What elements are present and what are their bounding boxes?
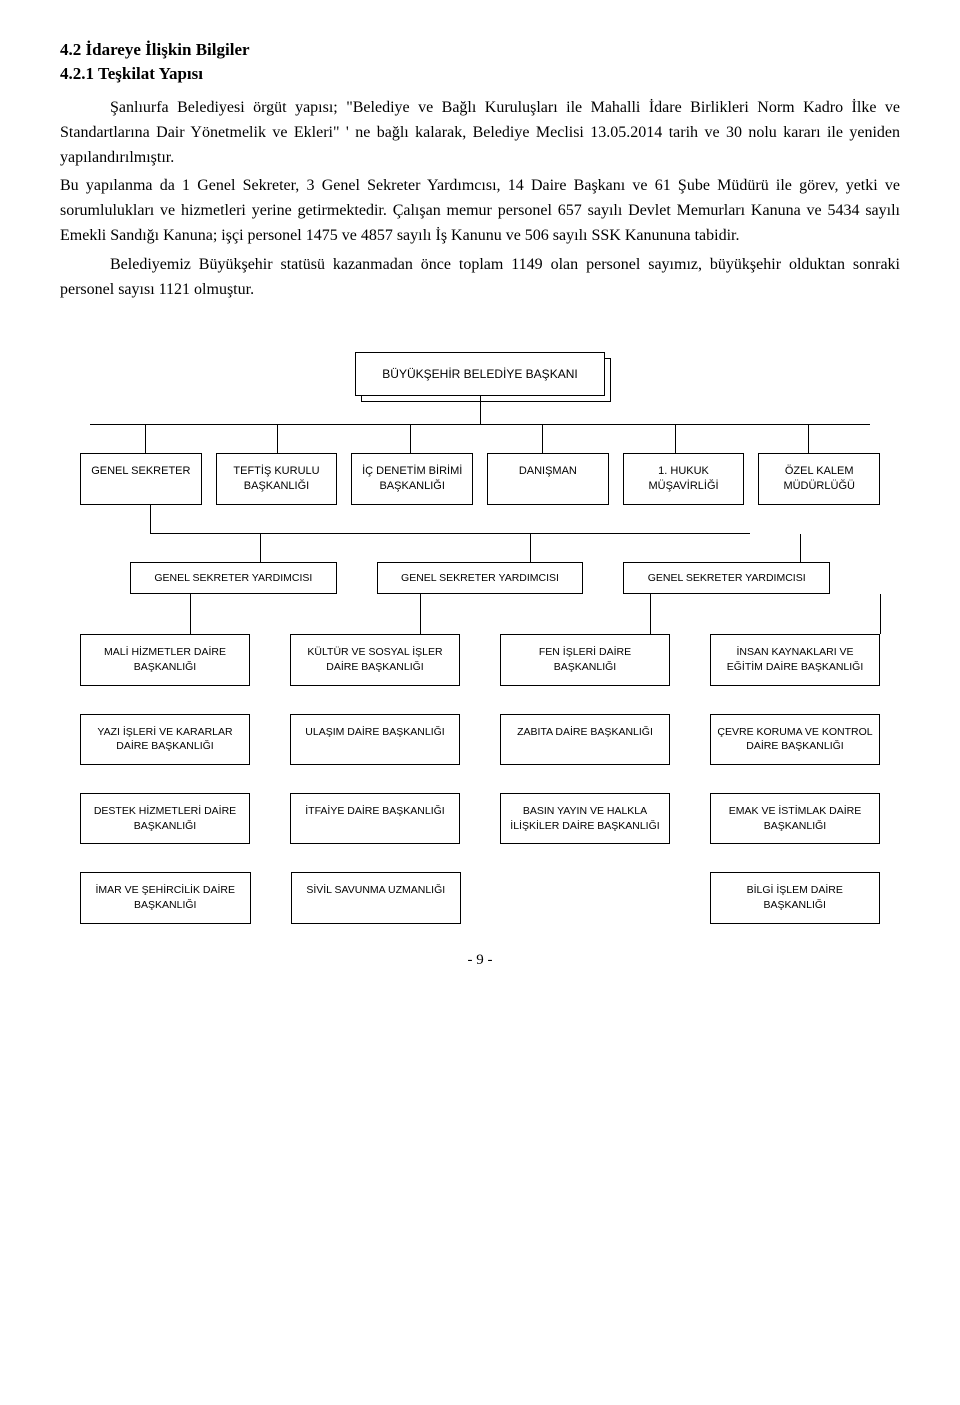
org-box: EMAK VE İSTİMLAK DAİREBAŞKANLIĞI bbox=[710, 793, 880, 844]
org-box: İNSAN KAYNAKLARI VEEĞİTİM DAİRE BAŞKANLI… bbox=[710, 634, 880, 685]
org-box: DANIŞMAN bbox=[487, 453, 609, 505]
org-chart-row-2: GENEL SEKRETER TEFTİŞ KURULUBAŞKANLIĞI İ… bbox=[80, 453, 880, 505]
body-paragraph: Bu yapılanma da 1 Genel Sekreter, 3 Gene… bbox=[60, 174, 900, 248]
org-box: TEFTİŞ KURULUBAŞKANLIĞI bbox=[216, 453, 338, 505]
section-heading: 4.2 İdareye İlişkin Bilgiler bbox=[60, 40, 900, 60]
org-box: İTFAİYE DAİRE BAŞKANLIĞI bbox=[290, 793, 460, 844]
org-box: DESTEK HİZMETLERİ DAİREBAŞKANLIĞI bbox=[80, 793, 250, 844]
org-box: ÖZEL KALEMMÜDÜRLÜĞÜ bbox=[758, 453, 880, 505]
org-box: 1. HUKUKMÜŞAVİRLİĞİ bbox=[623, 453, 745, 505]
org-box: İMAR VE ŞEHİRCİLİK DAİREBAŞKANLIĞI bbox=[80, 872, 251, 923]
org-box: MALİ HİZMETLER DAİREBAŞKANLIĞI bbox=[80, 634, 250, 685]
org-box: ÇEVRE KORUMA VE KONTROLDAİRE BAŞKANLIĞI bbox=[710, 714, 880, 765]
org-box: GENEL SEKRETER bbox=[80, 453, 202, 505]
org-chart-departments: MALİ HİZMETLER DAİREBAŞKANLIĞI KÜLTÜR VE… bbox=[80, 634, 880, 924]
page-number: - 9 - bbox=[60, 952, 900, 969]
org-chart: BÜYÜKŞEHİR BELEDİYE BAŞKANI GENEL SEKRET… bbox=[60, 352, 900, 923]
org-box: FEN İŞLERİ DAİREBAŞKANLIĞI bbox=[500, 634, 670, 685]
body-paragraph: Belediyemiz Büyükşehir statüsü kazanmada… bbox=[60, 253, 900, 303]
org-box: GENEL SEKRETER YARDIMCISI bbox=[130, 562, 337, 594]
org-box: GENEL SEKRETER YARDIMCISI bbox=[377, 562, 584, 594]
org-box: ZABITA DAİRE BAŞKANLIĞI bbox=[500, 714, 670, 765]
org-box: KÜLTÜR VE SOSYAL İŞLERDAİRE BAŞKANLIĞI bbox=[290, 634, 460, 685]
org-box: SİVİL SAVUNMA UZMANLIĞI bbox=[291, 872, 462, 923]
body-paragraph: Şanlıurfa Belediyesi örgüt yapısı; "Bele… bbox=[60, 96, 900, 170]
subsection-heading: 4.2.1 Teşkilat Yapısı bbox=[60, 64, 900, 84]
org-box: YAZI İŞLERİ VE KARARLARDAİRE BAŞKANLIĞI bbox=[80, 714, 250, 765]
org-chart-row-3: GENEL SEKRETER YARDIMCISI GENEL SEKRETER… bbox=[130, 562, 830, 594]
org-box: GENEL SEKRETER YARDIMCISI bbox=[623, 562, 830, 594]
org-chart-top-box: BÜYÜKŞEHİR BELEDİYE BAŞKANI bbox=[355, 352, 605, 396]
org-box: BİLGİ İŞLEM DAİREBAŞKANLIĞI bbox=[710, 872, 881, 923]
org-box: İÇ DENETİM BİRİMİBAŞKANLIĞI bbox=[351, 453, 473, 505]
org-box: BASIN YAYIN VE HALKLAİLİŞKİLER DAİRE BAŞ… bbox=[500, 793, 670, 844]
org-box: ULAŞIM DAİRE BAŞKANLIĞI bbox=[290, 714, 460, 765]
